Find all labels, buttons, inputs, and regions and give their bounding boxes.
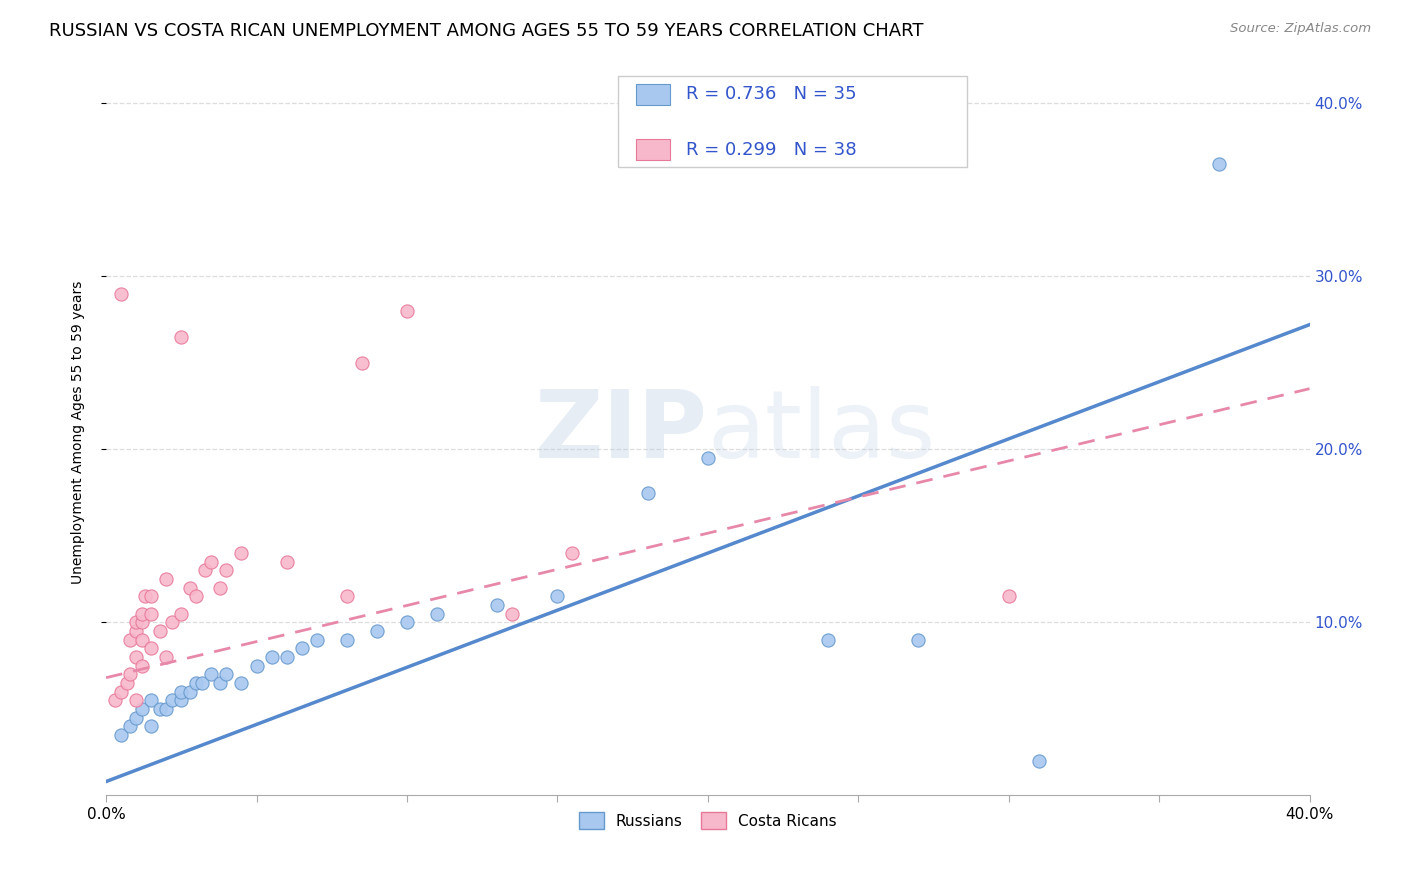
Point <box>141 641 163 656</box>
Point <box>200 667 222 681</box>
Point <box>276 555 298 569</box>
Point <box>131 632 153 647</box>
Point <box>1208 157 1230 171</box>
Text: atlas: atlas <box>707 386 936 478</box>
Point <box>131 702 153 716</box>
Point <box>149 702 172 716</box>
Legend: Russians, Costa Ricans: Russians, Costa Ricans <box>574 806 842 835</box>
Point <box>170 607 193 621</box>
Point <box>110 286 132 301</box>
Point <box>245 658 267 673</box>
Point <box>120 632 142 647</box>
Point <box>179 684 201 698</box>
Point <box>395 303 418 318</box>
Point <box>215 667 238 681</box>
Point <box>125 693 148 707</box>
Point <box>486 598 509 612</box>
Point <box>131 615 153 630</box>
Text: Source: ZipAtlas.com: Source: ZipAtlas.com <box>1230 22 1371 36</box>
Point <box>817 632 839 647</box>
Point <box>179 581 201 595</box>
Point <box>546 590 568 604</box>
Point <box>120 667 142 681</box>
Point <box>350 356 373 370</box>
Text: R = 0.299   N = 38: R = 0.299 N = 38 <box>686 141 856 159</box>
Point <box>186 590 208 604</box>
Point <box>395 615 418 630</box>
FancyBboxPatch shape <box>617 76 966 167</box>
Point <box>696 450 718 465</box>
Point <box>209 581 232 595</box>
Point <box>131 607 153 621</box>
Text: R = 0.736   N = 35: R = 0.736 N = 35 <box>686 86 856 103</box>
FancyBboxPatch shape <box>636 139 671 160</box>
Point <box>110 728 132 742</box>
Point <box>336 590 359 604</box>
Text: RUSSIAN VS COSTA RICAN UNEMPLOYMENT AMONG AGES 55 TO 59 YEARS CORRELATION CHART: RUSSIAN VS COSTA RICAN UNEMPLOYMENT AMON… <box>49 22 924 40</box>
Point <box>215 563 238 577</box>
Point <box>200 555 222 569</box>
Point <box>194 563 217 577</box>
Point <box>155 649 177 664</box>
Point <box>120 719 142 733</box>
Point <box>125 649 148 664</box>
Point <box>162 693 184 707</box>
Point <box>366 624 388 638</box>
Point <box>186 676 208 690</box>
Point <box>231 676 253 690</box>
Point <box>162 615 184 630</box>
Point <box>209 676 232 690</box>
Point <box>131 658 153 673</box>
Point <box>291 641 314 656</box>
Point <box>191 676 214 690</box>
Point <box>125 615 148 630</box>
Point <box>141 590 163 604</box>
Point <box>155 702 177 716</box>
Text: ZIP: ZIP <box>534 386 707 478</box>
Point <box>170 684 193 698</box>
Point <box>501 607 523 621</box>
Point <box>125 710 148 724</box>
Point <box>170 693 193 707</box>
Point <box>155 572 177 586</box>
Point <box>997 590 1019 604</box>
Y-axis label: Unemployment Among Ages 55 to 59 years: Unemployment Among Ages 55 to 59 years <box>72 280 86 583</box>
Point <box>110 684 132 698</box>
Point <box>149 624 172 638</box>
Point <box>1028 754 1050 768</box>
Point <box>426 607 449 621</box>
Point <box>115 676 138 690</box>
Point <box>907 632 929 647</box>
Point <box>141 719 163 733</box>
Point <box>125 624 148 638</box>
Point <box>134 590 156 604</box>
Point <box>260 649 283 664</box>
Point <box>104 693 127 707</box>
Point <box>336 632 359 647</box>
Point <box>276 649 298 664</box>
Point <box>305 632 328 647</box>
Point <box>170 330 193 344</box>
Point <box>141 607 163 621</box>
Point <box>637 485 659 500</box>
FancyBboxPatch shape <box>636 84 671 105</box>
Point <box>141 693 163 707</box>
Point <box>561 546 583 560</box>
Point <box>231 546 253 560</box>
